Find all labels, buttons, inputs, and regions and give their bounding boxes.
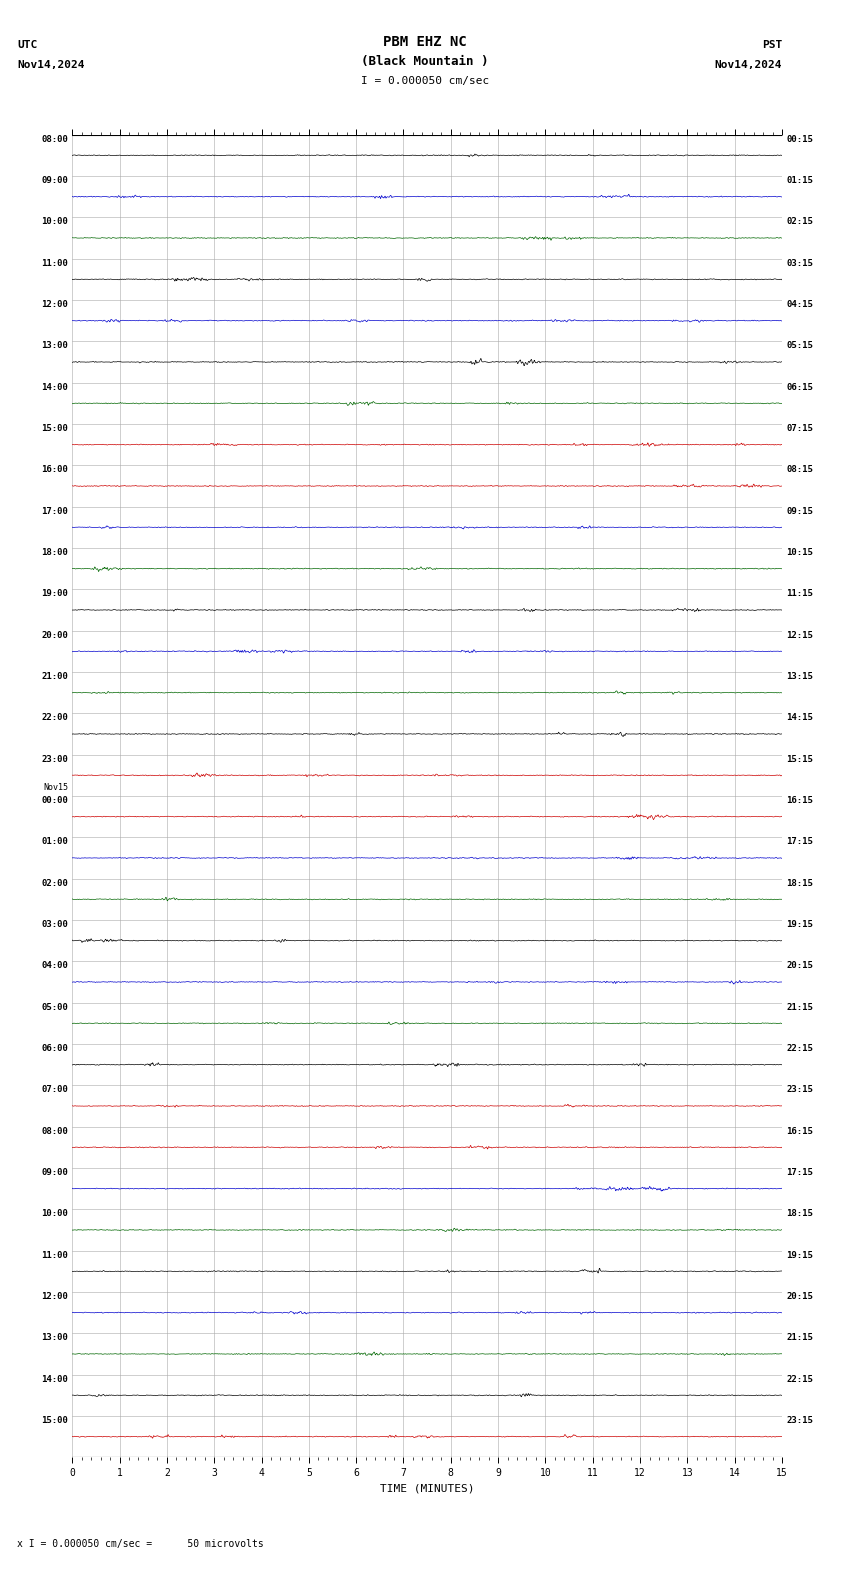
Text: 21:15: 21:15 bbox=[786, 1003, 813, 1012]
Text: 12:00: 12:00 bbox=[41, 299, 68, 309]
Text: 10:00: 10:00 bbox=[41, 1209, 68, 1218]
Text: 13:00: 13:00 bbox=[41, 1334, 68, 1342]
Text: 21:15: 21:15 bbox=[786, 1334, 813, 1342]
Text: 21:00: 21:00 bbox=[41, 672, 68, 681]
Text: 22:15: 22:15 bbox=[786, 1044, 813, 1053]
Text: 12:15: 12:15 bbox=[786, 630, 813, 640]
Text: 00:00: 00:00 bbox=[41, 795, 68, 805]
Text: 11:00: 11:00 bbox=[41, 258, 68, 268]
Text: 07:00: 07:00 bbox=[41, 1085, 68, 1095]
Text: 08:00: 08:00 bbox=[41, 1126, 68, 1136]
Text: 09:00: 09:00 bbox=[41, 1167, 68, 1177]
Text: 16:00: 16:00 bbox=[41, 466, 68, 474]
Text: 18:15: 18:15 bbox=[786, 1209, 813, 1218]
Text: (Black Mountain ): (Black Mountain ) bbox=[361, 55, 489, 68]
Text: 04:15: 04:15 bbox=[786, 299, 813, 309]
Text: 20:15: 20:15 bbox=[786, 961, 813, 971]
Text: 03:00: 03:00 bbox=[41, 920, 68, 928]
Text: 17:00: 17:00 bbox=[41, 507, 68, 516]
Text: 22:15: 22:15 bbox=[786, 1375, 813, 1383]
Text: 06:15: 06:15 bbox=[786, 383, 813, 391]
Text: 08:00: 08:00 bbox=[41, 135, 68, 144]
Text: 11:00: 11:00 bbox=[41, 1251, 68, 1259]
Text: 02:15: 02:15 bbox=[786, 217, 813, 227]
Text: 03:15: 03:15 bbox=[786, 258, 813, 268]
Text: 17:15: 17:15 bbox=[786, 1167, 813, 1177]
Text: 23:15: 23:15 bbox=[786, 1416, 813, 1426]
Text: 01:00: 01:00 bbox=[41, 838, 68, 846]
Text: 22:00: 22:00 bbox=[41, 713, 68, 722]
Text: Nov14,2024: Nov14,2024 bbox=[715, 60, 782, 70]
Text: 19:15: 19:15 bbox=[786, 1251, 813, 1259]
Text: 08:15: 08:15 bbox=[786, 466, 813, 474]
Text: 05:15: 05:15 bbox=[786, 341, 813, 350]
Text: 14:00: 14:00 bbox=[41, 1375, 68, 1383]
Text: 19:15: 19:15 bbox=[786, 920, 813, 928]
Text: 10:00: 10:00 bbox=[41, 217, 68, 227]
Text: 12:00: 12:00 bbox=[41, 1293, 68, 1300]
Text: UTC: UTC bbox=[17, 40, 37, 49]
Text: x I = 0.000050 cm/sec =      50 microvolts: x I = 0.000050 cm/sec = 50 microvolts bbox=[17, 1540, 264, 1549]
Text: 11:15: 11:15 bbox=[786, 589, 813, 599]
Text: 16:15: 16:15 bbox=[786, 1126, 813, 1136]
Text: 07:15: 07:15 bbox=[786, 425, 813, 432]
Text: 05:00: 05:00 bbox=[41, 1003, 68, 1012]
Text: 20:00: 20:00 bbox=[41, 630, 68, 640]
Text: 14:15: 14:15 bbox=[786, 713, 813, 722]
Text: 20:15: 20:15 bbox=[786, 1293, 813, 1300]
Text: 15:00: 15:00 bbox=[41, 425, 68, 432]
Text: 09:00: 09:00 bbox=[41, 176, 68, 185]
Text: 15:15: 15:15 bbox=[786, 754, 813, 763]
Text: 18:00: 18:00 bbox=[41, 548, 68, 558]
Text: 01:15: 01:15 bbox=[786, 176, 813, 185]
Text: Nov15: Nov15 bbox=[43, 784, 68, 792]
Text: 19:00: 19:00 bbox=[41, 589, 68, 599]
Text: 16:15: 16:15 bbox=[786, 795, 813, 805]
Text: Nov14,2024: Nov14,2024 bbox=[17, 60, 84, 70]
Text: 14:00: 14:00 bbox=[41, 383, 68, 391]
Text: 09:15: 09:15 bbox=[786, 507, 813, 516]
Text: 00:15: 00:15 bbox=[786, 135, 813, 144]
Text: 10:15: 10:15 bbox=[786, 548, 813, 558]
Text: 06:00: 06:00 bbox=[41, 1044, 68, 1053]
Text: I = 0.000050 cm/sec: I = 0.000050 cm/sec bbox=[361, 76, 489, 86]
Text: 15:00: 15:00 bbox=[41, 1416, 68, 1426]
Text: 02:00: 02:00 bbox=[41, 879, 68, 887]
Text: PST: PST bbox=[762, 40, 782, 49]
Text: 18:15: 18:15 bbox=[786, 879, 813, 887]
Text: 23:15: 23:15 bbox=[786, 1085, 813, 1095]
Text: 04:00: 04:00 bbox=[41, 961, 68, 971]
Text: 13:15: 13:15 bbox=[786, 672, 813, 681]
X-axis label: TIME (MINUTES): TIME (MINUTES) bbox=[380, 1483, 474, 1494]
Text: 17:15: 17:15 bbox=[786, 838, 813, 846]
Text: PBM EHZ NC: PBM EHZ NC bbox=[383, 35, 467, 49]
Text: 23:00: 23:00 bbox=[41, 754, 68, 763]
Text: 13:00: 13:00 bbox=[41, 341, 68, 350]
